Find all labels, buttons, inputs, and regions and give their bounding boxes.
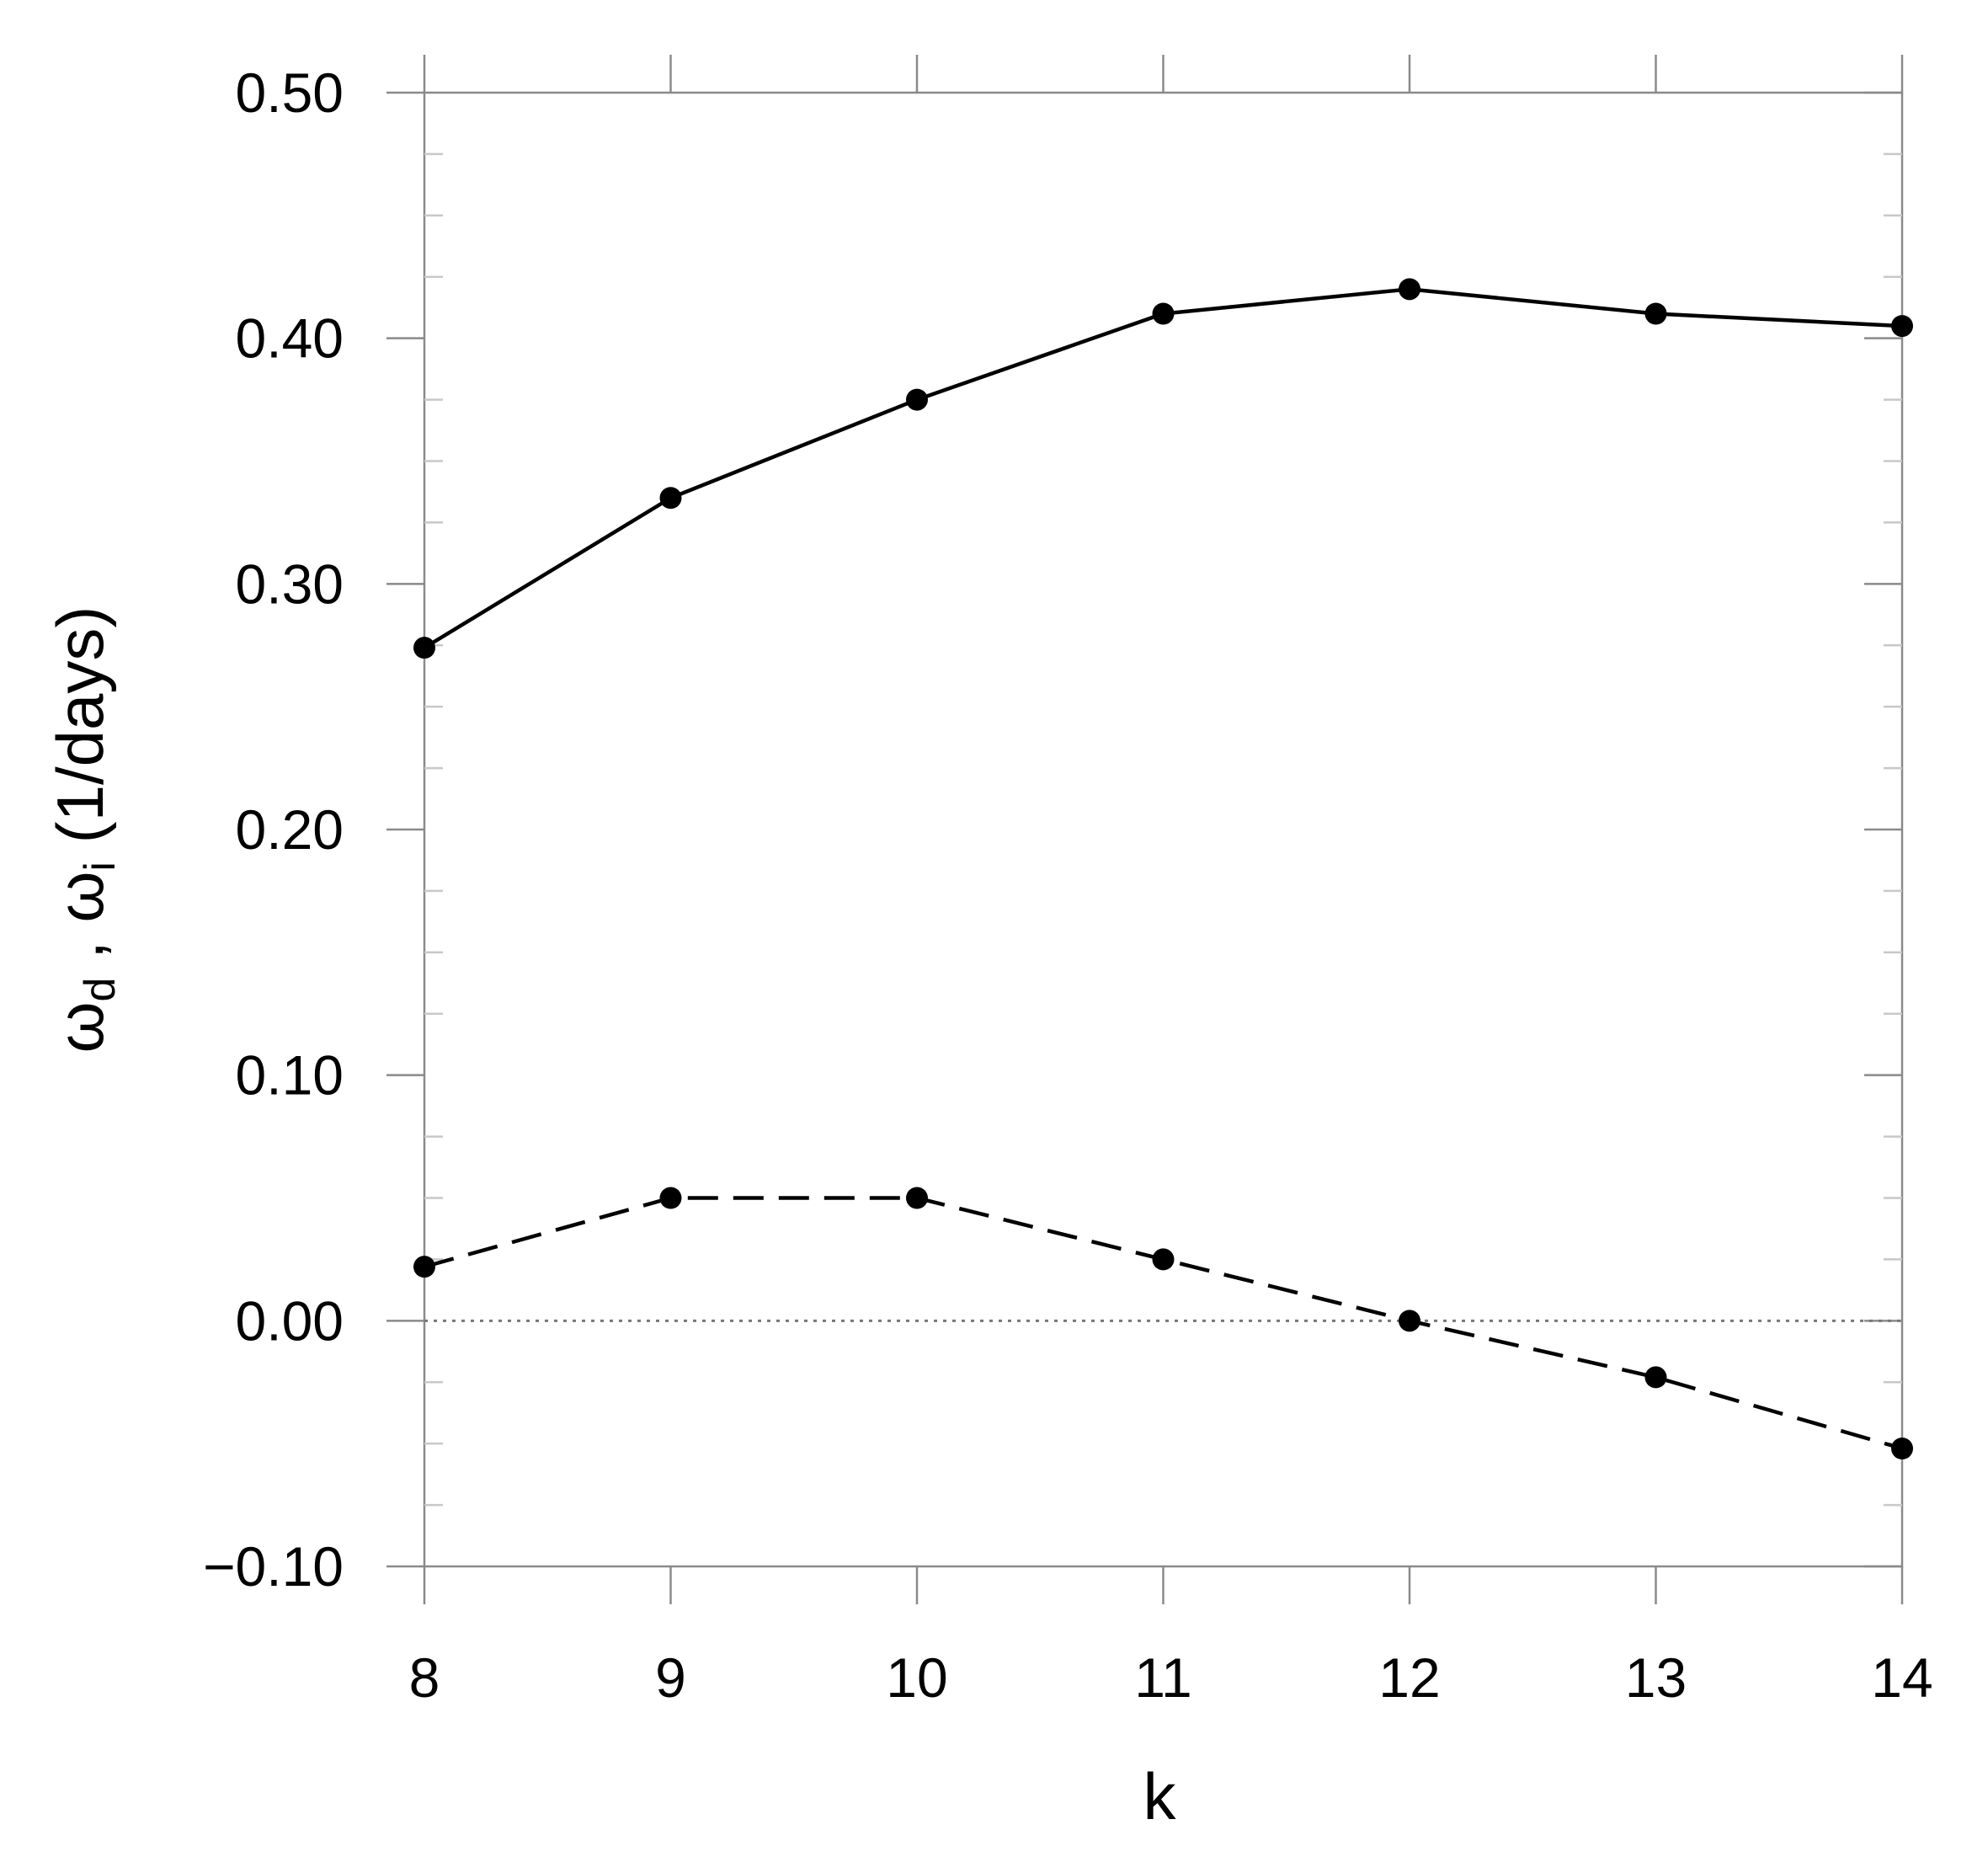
x-tick-labels: 8 9 10 11 12 13 14 [409,1646,1933,1709]
series-1-point [1891,315,1913,338]
x-tick-label: 10 [886,1646,947,1709]
y-axis-title: ωd , ωi (1/days) [43,606,125,1054]
y-axis-title-separator: , [43,923,117,978]
y-axis-title-unit: (1/days) [43,606,117,862]
y-axis-title-sub-i: i [76,862,125,872]
series-1-point [1152,302,1175,325]
series-1-point [413,637,435,659]
series-layer [413,278,1913,1459]
y-tick-label: 0.20 [236,798,344,861]
series-2-point [906,1187,928,1209]
y-tick-label: 0.40 [236,307,344,370]
series-2-point [413,1256,435,1278]
x-tick-label: 11 [1134,1646,1192,1709]
y-tick-label: 0.10 [236,1044,344,1107]
x-tick-label: 9 [655,1646,686,1709]
x-tick-label: 8 [409,1646,440,1709]
series-2-point [1152,1248,1175,1271]
y-tick-labels: 0.50 0.40 0.30 0.20 0.10 0.00 −0.10 [203,61,344,1598]
series-1-point [659,487,682,510]
x-axis-title: k [1143,1759,1177,1833]
x-tick-label: 13 [1625,1646,1687,1709]
x-tick-label: 12 [1378,1646,1440,1709]
series-2-point [1644,1366,1667,1389]
series-2-point [659,1187,682,1209]
series-1-point [1644,302,1667,325]
series-2-point [1399,1310,1420,1332]
series-1-point [1399,278,1420,301]
y-tick-label: 0.50 [236,61,344,124]
axis-ticks [386,55,1904,1604]
y-tick-label: −0.10 [203,1535,344,1598]
series-line-2 [424,1196,1903,1451]
y-axis-title-symbol-i: ω [43,872,117,923]
y-axis-title-sub-d: d [76,978,125,1002]
series-2-point [1891,1438,1913,1459]
y-tick-label: 0.30 [236,552,344,615]
series-line-1 [423,287,1903,650]
y-axis-title-symbol-d: ω [43,1001,117,1053]
x-tick-label: 14 [1871,1646,1932,1709]
series-1-point [906,388,928,411]
y-tick-label: 0.00 [236,1289,344,1352]
